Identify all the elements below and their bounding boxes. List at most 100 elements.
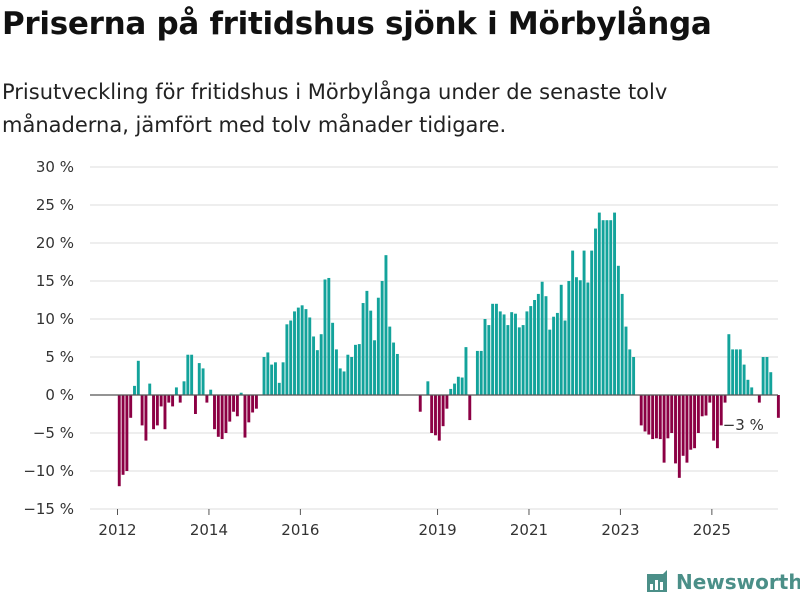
bar-positive [544,296,548,395]
bar-negative [216,395,220,437]
bar-positive [369,310,373,395]
bar-negative [696,395,700,433]
bar-positive [475,350,479,395]
bar-negative [468,395,472,421]
bar-positive [494,303,498,395]
bar-negative [121,395,125,475]
y-tick-label: 20 % [36,234,74,252]
bar-negative [254,395,258,409]
bar-positive [456,376,460,395]
bar-positive [624,326,628,395]
bar-positive [571,250,575,395]
bar-positive [266,352,270,395]
x-tick-label: 2016 [281,521,319,539]
bar-positive [742,364,746,395]
x-tick-label: 2012 [98,521,136,539]
bar-positive [632,357,636,395]
bar-positive [536,293,540,395]
bar-positive [517,327,521,395]
bar-negative [681,395,685,456]
bar-negative [666,395,670,439]
bar-positive [350,357,354,395]
bar-negative [689,395,693,450]
bar-positive [449,388,453,395]
x-axis: 2012 2014 2016 2019 2021 2023 2025 [98,509,731,539]
bar-positive [575,277,578,395]
bar-positive [354,344,357,395]
bar-positive [597,212,601,395]
bar-positive [613,212,617,395]
bar-positive [498,311,502,395]
bar-positive [334,349,338,395]
bar-positive [628,349,632,395]
bar-negative [171,395,175,407]
bar-positive [197,363,201,395]
bar-positive [555,312,559,395]
bar-positive [510,312,514,395]
bar-positive [548,329,552,395]
latest-value-label: −3 % [723,416,764,434]
bar-negative [194,395,197,414]
bar-negative [205,395,209,403]
bar-positive [315,350,319,395]
bar-negative [437,395,441,441]
bar-positive [281,362,285,395]
bar-positive [479,350,483,395]
bar-positive [304,309,308,395]
y-tick-label: −5 % [33,424,74,442]
bar-positive [609,220,613,395]
bar-negative [430,395,434,433]
y-tick-label: −15 % [23,500,74,518]
bar-positive [346,354,350,395]
chart-title: Priserna på fritidshus sjönk i Mörbylång… [2,6,712,42]
bar-positive [769,372,773,395]
bar-positive [136,360,140,395]
bar-positive [327,277,331,395]
bar-negative [704,395,708,416]
bar-positive [392,342,396,395]
bar-negative [700,395,704,417]
bar-negative [155,395,159,426]
bar-positive [525,311,529,395]
bar-positive [182,381,186,395]
bar-negative [670,395,674,433]
newsworthy-icon [647,570,667,592]
y-axis: 30 % 25 % 20 % 15 % 10 % 5 % 0 % −5 % −10 % −15 % [23,158,74,518]
bar-negative [693,395,697,449]
bar-positive [186,354,190,395]
bar-positive [582,250,586,395]
bar-negative [178,395,182,403]
y-tick-label: 5 % [45,348,74,366]
annotation: −3 % [723,416,764,434]
bar-positive [285,324,289,395]
bar-positive [148,383,152,395]
bar-positive [361,303,365,395]
bar-positive [567,281,571,395]
bar-negative [685,395,689,463]
bar-negative [677,395,681,478]
bar-negative [220,395,224,440]
bar-negative [232,395,236,412]
bar-negative [715,395,719,449]
bar-positive [380,281,384,395]
bar-positive [735,349,738,395]
bar-positive [750,387,754,395]
bar-positive [483,319,487,395]
bar-negative [418,395,422,412]
gridlines [90,166,778,510]
bar-positive [373,340,376,395]
bar-positive [594,228,597,395]
bar-negative [723,395,727,403]
bar-positive [460,377,464,395]
x-tick-label: 2025 [693,521,731,539]
bar-positive [533,300,536,395]
brand-name: Newsworthy [676,570,800,594]
bar-positive [239,392,243,395]
bar-negative [247,395,251,423]
bar-negative [235,395,239,417]
bar-positive [559,284,563,395]
bar-positive [270,364,274,395]
bar-negative [655,395,658,439]
bar-negative [144,395,148,441]
bar-negative [152,395,155,430]
